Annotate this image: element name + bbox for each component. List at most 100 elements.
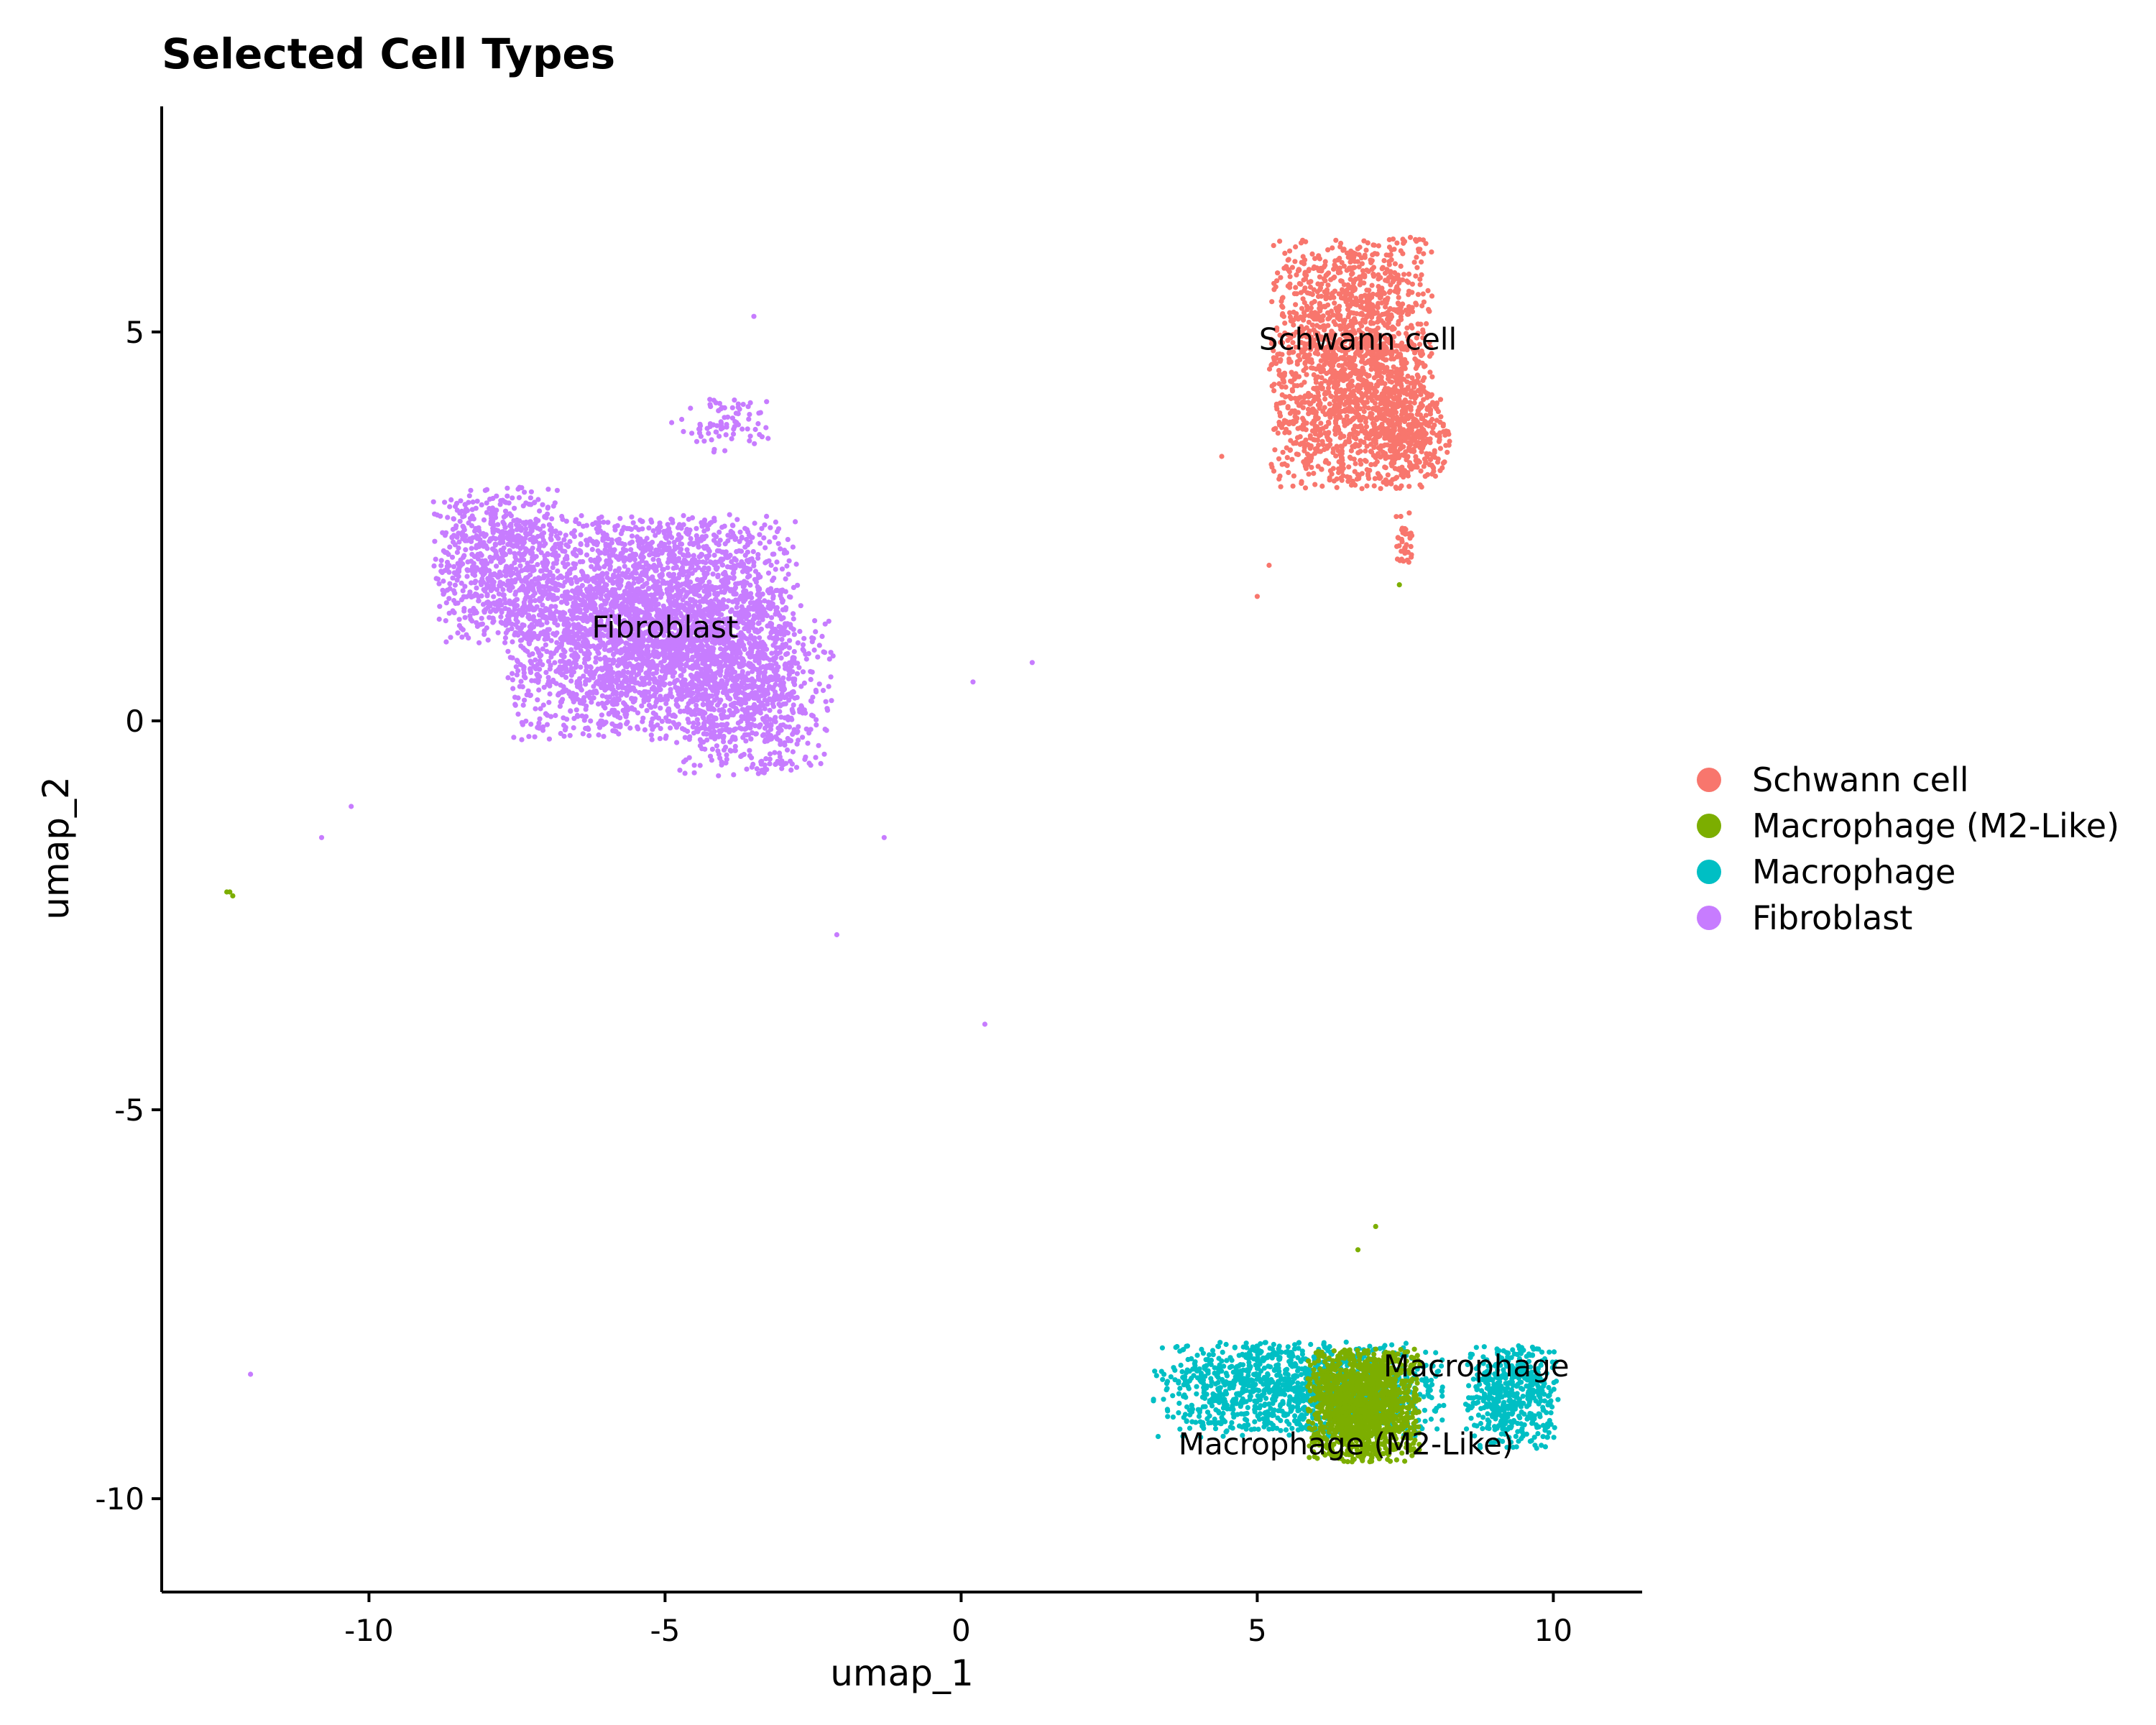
data-point bbox=[756, 628, 762, 634]
data-point bbox=[752, 441, 757, 446]
data-point bbox=[584, 523, 590, 528]
data-point bbox=[767, 707, 773, 713]
data-point bbox=[558, 642, 564, 648]
data-point bbox=[1429, 249, 1434, 255]
data-point bbox=[430, 499, 436, 505]
data-point bbox=[499, 610, 505, 615]
data-point bbox=[677, 583, 683, 589]
data-point bbox=[824, 727, 829, 733]
data-point bbox=[650, 686, 655, 692]
data-point bbox=[723, 745, 729, 750]
data-point bbox=[744, 622, 750, 627]
data-point bbox=[548, 638, 554, 643]
data-point bbox=[786, 558, 792, 564]
data-point bbox=[494, 507, 499, 513]
data-point bbox=[745, 611, 752, 617]
data-point bbox=[541, 684, 547, 690]
data-point bbox=[719, 562, 725, 568]
data-point bbox=[629, 533, 635, 539]
data-point bbox=[671, 571, 677, 577]
data-point bbox=[725, 658, 732, 663]
data-point bbox=[774, 668, 780, 673]
data-point bbox=[691, 553, 696, 558]
data-point bbox=[660, 664, 665, 670]
data-point bbox=[681, 668, 686, 674]
data-point bbox=[784, 563, 790, 569]
data-point bbox=[763, 560, 768, 566]
data-point bbox=[749, 645, 755, 650]
data-point bbox=[622, 555, 628, 561]
data-point bbox=[536, 720, 542, 726]
data-point bbox=[665, 522, 671, 528]
data-point bbox=[494, 553, 500, 559]
data-point bbox=[465, 559, 471, 565]
data-point bbox=[724, 564, 731, 570]
data-point bbox=[800, 642, 806, 648]
data-point bbox=[567, 571, 573, 576]
data-point bbox=[545, 678, 552, 684]
data-point bbox=[507, 549, 513, 555]
data-point bbox=[602, 601, 609, 607]
data-point bbox=[566, 689, 572, 695]
data-point bbox=[461, 594, 466, 599]
data-point bbox=[719, 625, 725, 630]
data-point bbox=[550, 593, 556, 599]
data-point bbox=[730, 523, 736, 528]
data-point bbox=[712, 681, 718, 686]
data-point bbox=[706, 657, 712, 663]
data-point bbox=[650, 556, 656, 562]
data-point bbox=[508, 579, 514, 585]
data-point bbox=[512, 505, 517, 511]
data-point bbox=[719, 420, 724, 426]
data-point bbox=[349, 804, 354, 809]
chart-title: Selected Cell Types bbox=[162, 29, 615, 78]
data-point bbox=[607, 657, 612, 663]
data-point bbox=[589, 564, 594, 569]
data-point bbox=[784, 747, 791, 753]
data-point bbox=[766, 590, 772, 596]
data-point bbox=[808, 763, 814, 768]
data-point bbox=[647, 552, 653, 558]
data-point bbox=[755, 770, 761, 776]
data-point bbox=[694, 525, 699, 531]
data-point bbox=[821, 649, 826, 655]
data-point bbox=[649, 737, 655, 742]
data-point bbox=[730, 431, 737, 437]
data-point bbox=[487, 536, 494, 542]
data-point bbox=[607, 668, 612, 675]
data-point bbox=[727, 512, 732, 518]
data-point bbox=[528, 599, 533, 604]
data-point bbox=[649, 519, 655, 525]
data-point bbox=[604, 574, 610, 581]
data-point bbox=[793, 765, 800, 770]
data-point bbox=[451, 533, 457, 538]
data-point bbox=[688, 672, 694, 678]
data-point bbox=[703, 533, 709, 539]
data-point bbox=[561, 622, 567, 627]
data-point bbox=[457, 518, 463, 524]
data-point bbox=[459, 533, 465, 538]
data-point bbox=[536, 587, 542, 593]
data-point bbox=[768, 727, 774, 732]
data-point bbox=[796, 737, 801, 743]
data-point bbox=[711, 397, 717, 403]
data-point bbox=[567, 578, 573, 584]
data-point bbox=[510, 495, 515, 501]
data-point bbox=[762, 598, 768, 604]
data-point bbox=[574, 712, 581, 719]
data-point bbox=[723, 549, 729, 555]
data-point bbox=[750, 668, 755, 674]
data-point bbox=[777, 709, 783, 714]
data-point bbox=[744, 536, 750, 543]
data-point bbox=[746, 716, 752, 722]
data-point bbox=[783, 666, 788, 671]
data-point bbox=[653, 547, 659, 553]
data-point bbox=[557, 546, 563, 551]
data-point bbox=[714, 658, 720, 663]
data-point bbox=[443, 600, 449, 606]
data-point bbox=[750, 607, 756, 612]
data-point bbox=[476, 598, 482, 604]
data-point bbox=[563, 518, 569, 524]
data-point bbox=[591, 684, 596, 689]
data-point bbox=[738, 702, 744, 707]
